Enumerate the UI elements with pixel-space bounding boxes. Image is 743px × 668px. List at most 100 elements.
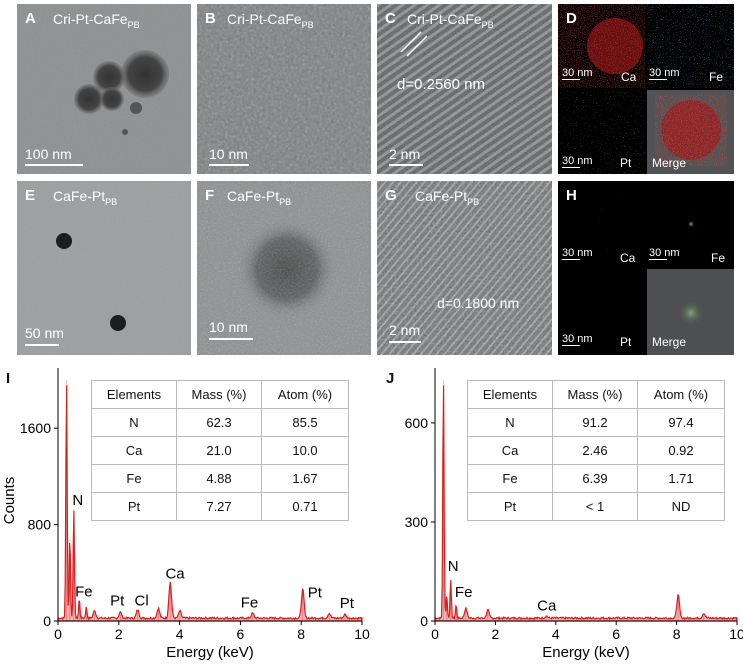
x-axis-title: Energy (keV) bbox=[166, 644, 254, 661]
chart-letter-J: J bbox=[386, 370, 395, 387]
table-cell: Pt bbox=[467, 492, 553, 521]
panel-F-tem: F CaFe-PtPB 10 nm bbox=[197, 181, 371, 355]
y-axis-title: Counts bbox=[1, 477, 18, 525]
table-cell: 7.27 bbox=[176, 492, 262, 521]
lattice-spacing-annotation: d=0.1800 nm bbox=[437, 295, 520, 311]
peak-label: N bbox=[448, 558, 459, 575]
eds-map-fe: 30 nm Fe bbox=[647, 4, 734, 88]
x-tick-label: 2 bbox=[492, 626, 500, 642]
scale-label: 30 nm bbox=[562, 155, 593, 167]
peak-label: Fe bbox=[75, 584, 93, 601]
panel-label: CaFe-PtPB bbox=[53, 188, 118, 207]
table-row: Pt < 1 ND bbox=[467, 492, 725, 521]
tem-image-A bbox=[17, 4, 191, 174]
eds-map-ca: 30 nm Ca bbox=[558, 4, 645, 88]
table-cell: Ca bbox=[91, 436, 177, 465]
eds-map-merge: Merge bbox=[647, 269, 734, 355]
y-tick-label: 300 bbox=[405, 514, 429, 530]
x-tick-label: 8 bbox=[297, 626, 305, 642]
map-element-label: Ca bbox=[620, 251, 636, 265]
table-cell: 1.71 bbox=[637, 464, 725, 493]
panel-H-eds-maps: H 30 nm Ca 30 nm Fe 30 nm Pt Merge bbox=[558, 181, 734, 355]
panel-letter: F bbox=[205, 187, 215, 204]
panel-label: Cri-Pt-CaFePB bbox=[53, 11, 140, 30]
composition-table-I: Elements Mass (%) Atom (%) N 62.3 85.5 C… bbox=[91, 380, 349, 521]
composition-table-J: Elements Mass (%) Atom (%) N 91.2 97.4 C… bbox=[467, 380, 725, 521]
chart-letter-I: I bbox=[6, 370, 11, 387]
peak-label: Fe bbox=[455, 584, 473, 601]
panel-label: CaFe-PtPB bbox=[227, 188, 292, 207]
scale-label: 30 nm bbox=[562, 67, 593, 79]
x-tick-label: 6 bbox=[612, 626, 620, 642]
table-cell: Ca bbox=[467, 436, 553, 465]
x-axis-title: Energy (keV) bbox=[542, 644, 630, 661]
table-row: Ca 2.46 0.92 bbox=[467, 436, 725, 465]
table-cell: 0.71 bbox=[261, 492, 349, 521]
panel-E-tem: E CaFe-PtPB 50 nm bbox=[17, 181, 191, 355]
panel-letter: H bbox=[566, 187, 577, 204]
table-header-cell: Mass (%) bbox=[552, 380, 638, 409]
panel-label: CaFe-PtPB bbox=[415, 188, 480, 207]
panel-letter: B bbox=[205, 10, 216, 27]
table-cell: Fe bbox=[91, 464, 177, 493]
map-element-label: Pt bbox=[620, 335, 632, 349]
panel-label: Cri-Pt-CaFePB bbox=[407, 11, 494, 30]
table-cell: 4.88 bbox=[176, 464, 262, 493]
lattice-spacing-annotation: d=0.2560 nm bbox=[397, 76, 485, 93]
x-tick-label: 6 bbox=[237, 626, 245, 642]
tem-image-E bbox=[17, 181, 191, 355]
scale-bar bbox=[25, 164, 83, 166]
scale-bar bbox=[389, 341, 421, 343]
table-cell: Pt bbox=[91, 492, 177, 521]
table-header-cell: Atom (%) bbox=[637, 380, 725, 409]
table-cell: 62.3 bbox=[176, 408, 262, 437]
table-cell: 97.4 bbox=[637, 408, 725, 437]
scale-bar bbox=[209, 164, 249, 166]
scale-label: 10 nm bbox=[209, 146, 248, 162]
scale-label: 30 nm bbox=[562, 333, 593, 345]
table-cell: 1.67 bbox=[261, 464, 349, 493]
x-tick-label: 8 bbox=[673, 626, 681, 642]
y-tick-label: 600 bbox=[405, 415, 429, 431]
scale-bar bbox=[562, 345, 580, 346]
table-header-cell: Atom (%) bbox=[261, 380, 349, 409]
panel-B-tem: B Cri-Pt-CaFePB 10 nm bbox=[197, 4, 371, 174]
scale-label: 30 nm bbox=[649, 67, 680, 79]
panel-letter: C bbox=[385, 10, 396, 27]
x-tick-label: 10 bbox=[354, 626, 370, 642]
scale-label: 100 nm bbox=[25, 146, 72, 162]
scale-bar bbox=[389, 164, 423, 166]
peak-label: Cl bbox=[135, 593, 149, 610]
scale-bar bbox=[649, 79, 667, 80]
scale-label: 30 nm bbox=[649, 247, 680, 259]
panel-letter: E bbox=[25, 187, 36, 204]
table-header-row: Elements Mass (%) Atom (%) bbox=[91, 380, 349, 409]
map-element-label: Pt bbox=[620, 156, 632, 170]
y-tick-label: 0 bbox=[43, 613, 51, 629]
table-cell: 91.2 bbox=[552, 408, 638, 437]
panel-letter: D bbox=[566, 10, 577, 27]
map-element-label: Merge bbox=[652, 156, 687, 170]
eds-map-merge: Merge bbox=[647, 90, 734, 174]
table-cell: < 1 bbox=[552, 492, 638, 521]
scale-bar bbox=[562, 259, 580, 260]
x-tick-label: 0 bbox=[54, 626, 62, 642]
scale-bar bbox=[25, 344, 59, 346]
eds-map-ca: 30 nm Ca bbox=[558, 181, 645, 267]
peak-label: Ca bbox=[165, 565, 185, 582]
panel-G-hrtem: G CaFe-PtPB d=0.1800 nm 2 nm bbox=[377, 181, 552, 355]
x-tick-label: 10 bbox=[729, 626, 743, 642]
table-cell: 10.0 bbox=[261, 436, 349, 465]
panel-C-hrtem: C Cri-Pt-CaFePB d=0.2560 nm 2 nm bbox=[377, 4, 552, 174]
table-row: Fe 4.88 1.67 bbox=[91, 464, 349, 493]
x-tick-label: 4 bbox=[176, 626, 184, 642]
table-row: Pt 7.27 0.71 bbox=[91, 492, 349, 521]
table-row: Ca 21.0 10.0 bbox=[91, 436, 349, 465]
hrtem-image-G bbox=[377, 181, 552, 355]
scale-label: 2 nm bbox=[389, 146, 421, 162]
table-cell: Fe bbox=[467, 464, 553, 493]
spectrum-series bbox=[57, 385, 363, 622]
scale-bar bbox=[649, 259, 667, 260]
